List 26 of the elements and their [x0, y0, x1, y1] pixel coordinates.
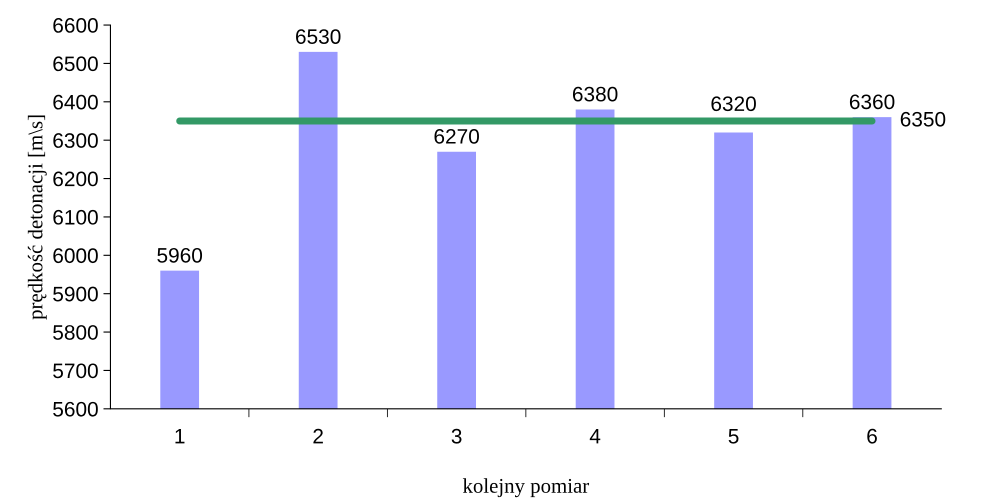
data-label: 6350 [900, 112, 946, 127]
x-tick-label: 3 [452, 428, 462, 444]
y-tick-label: 5600 [53, 402, 98, 417]
x-axis-title: kolejny pomiar [462, 478, 590, 498]
y-tick-label: 6400 [53, 94, 98, 110]
x-tick-label: 4 [590, 429, 600, 444]
x-tick-label: 2 [313, 428, 323, 444]
data-label: 5960 [157, 248, 202, 263]
y-tick-label: 6000 [53, 248, 98, 264]
y-tick-label: 6200 [53, 172, 98, 186]
y-tick-label: 6500 [53, 56, 98, 72]
y-tick-label: 6100 [53, 210, 98, 225]
data-label: 6270 [434, 128, 479, 144]
y-tick-label: 5900 [53, 286, 98, 302]
y-axis-title: prędkość detonacji [m\s] [28, 116, 47, 320]
data-label: 6380 [572, 86, 618, 102]
x-tick-label: 6 [867, 428, 877, 444]
data-label: 6320 [711, 96, 756, 112]
x-tick-label: 5 [728, 429, 738, 444]
y-tick-label: 5800 [53, 325, 98, 340]
y-tick-label: 6300 [53, 133, 98, 148]
y-tick-label: 5700 [53, 363, 98, 378]
data-label: 6360 [850, 94, 894, 110]
data-label: 6530 [296, 29, 341, 44]
x-tick-label: 1 [175, 429, 184, 444]
y-tick-label: 6600 [53, 18, 98, 33]
